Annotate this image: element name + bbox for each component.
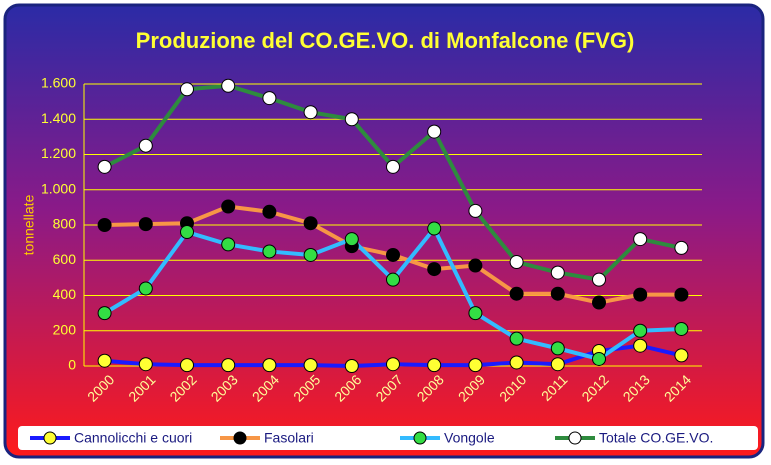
data-point: [386, 272, 400, 287]
data-point: [262, 204, 277, 219]
data-point: [592, 351, 606, 366]
data-point: [592, 295, 606, 310]
data-point: [674, 240, 689, 255]
data-point: [674, 348, 689, 363]
data-point: [303, 105, 318, 120]
data-point: [344, 112, 359, 127]
data-point: [262, 358, 277, 373]
data-point: [303, 247, 318, 262]
legend-marker: [568, 431, 582, 445]
data-point: [386, 357, 400, 372]
data-point: [97, 159, 112, 174]
data-point: [592, 272, 606, 287]
data-point: [427, 262, 442, 277]
data-point: [509, 331, 524, 346]
y-tick-label: 1.200: [41, 145, 76, 161]
data-point: [180, 358, 194, 373]
chart-background: [3, 3, 765, 459]
y-tick-label: 200: [53, 321, 77, 337]
data-point: [221, 237, 236, 252]
data-point: [427, 124, 442, 139]
chart-title: Produzione del CO.GE.VO. di Monfalcone (…: [136, 28, 635, 53]
data-point: [303, 216, 318, 231]
data-point: [180, 82, 194, 97]
data-point: [550, 286, 565, 301]
data-point: [262, 91, 277, 106]
data-point: [138, 138, 153, 153]
data-point: [550, 357, 565, 372]
legend-label: Vongole: [444, 430, 495, 446]
data-point: [427, 221, 442, 236]
data-point: [674, 321, 689, 336]
legend-marker: [233, 431, 247, 445]
data-point: [97, 353, 112, 368]
data-point: [633, 323, 648, 338]
data-point: [468, 258, 483, 273]
y-tick-label: 800: [53, 216, 77, 232]
data-point: [138, 357, 153, 372]
data-point: [221, 358, 236, 373]
data-point: [180, 225, 194, 240]
data-point: [550, 265, 565, 280]
y-tick-label: 1.600: [41, 75, 76, 91]
data-point: [468, 203, 483, 218]
data-point: [633, 338, 648, 353]
legend-marker: [413, 431, 427, 445]
y-tick-label: 1.400: [41, 110, 76, 126]
data-point: [468, 358, 483, 373]
data-point: [138, 217, 153, 232]
data-point: [509, 255, 524, 270]
y-tick-label: 1.000: [41, 180, 76, 196]
data-point: [674, 287, 689, 302]
data-point: [633, 232, 648, 247]
data-point: [509, 286, 524, 301]
y-axis-label: tonnellate: [21, 194, 37, 255]
legend-label: Fasolari: [264, 430, 314, 446]
data-point: [303, 358, 318, 373]
data-point: [344, 232, 359, 247]
y-tick-label: 400: [53, 286, 77, 302]
y-tick-label: 600: [53, 251, 77, 267]
y-tick-label: 0: [68, 357, 76, 373]
data-point: [221, 199, 236, 214]
data-point: [138, 281, 153, 296]
data-point: [386, 247, 400, 262]
data-point: [509, 355, 524, 370]
data-point: [262, 244, 277, 259]
data-point: [633, 287, 648, 302]
legend-label: Cannolicchi e cuori: [74, 430, 192, 446]
legend-label: Totale CO.GE.VO.: [599, 430, 713, 446]
data-point: [427, 358, 442, 373]
data-point: [468, 306, 483, 321]
data-point: [97, 218, 112, 232]
legend-marker: [43, 431, 57, 445]
data-point: [344, 359, 359, 373]
data-point: [221, 78, 236, 93]
data-point: [550, 341, 565, 356]
data-point: [386, 159, 400, 174]
data-point: [97, 306, 112, 321]
